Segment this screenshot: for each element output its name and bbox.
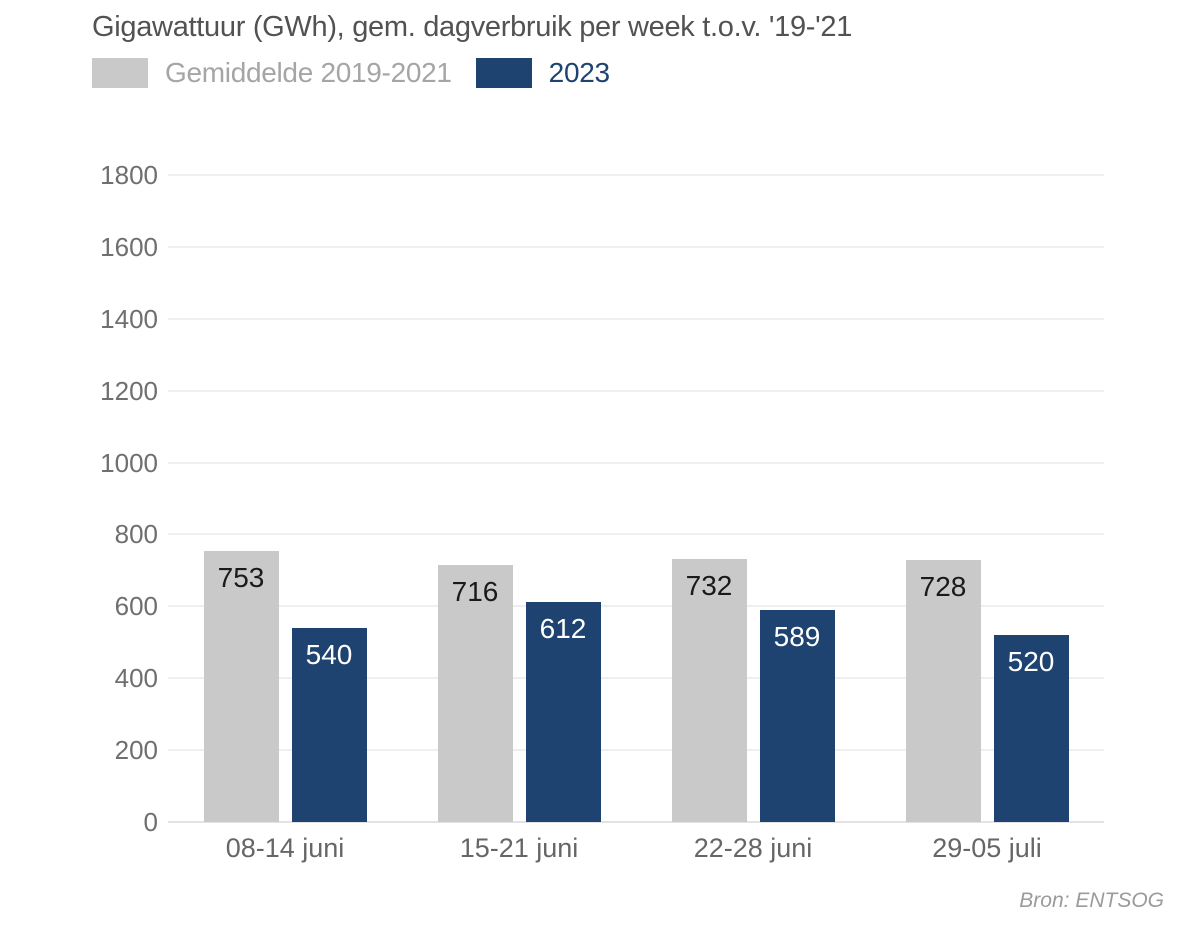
gridline (168, 389, 1104, 392)
gridline (168, 533, 1104, 536)
y-tick-label: 600 (114, 591, 158, 622)
x-tick-label: 22-28 juni (693, 833, 813, 863)
bar-value-label: 732 (685, 569, 733, 601)
gridline (168, 245, 1104, 248)
bar-average: 732 (671, 558, 747, 822)
bar-value-label: 520 (1007, 646, 1055, 678)
bar-value-label: 589 (773, 621, 821, 653)
x-tick-label: 29-05 juli (932, 833, 1042, 863)
y-tick-label: 1400 (100, 303, 158, 334)
bar-average: 716 (437, 564, 513, 822)
legend-label-average: Gemiddelde 2019-2021 (165, 57, 452, 88)
y-tick-label: 1000 (100, 447, 158, 478)
legend: Gemiddelde 2019-2021 2023 (92, 57, 610, 89)
y-tick-label: 1600 (100, 231, 158, 262)
x-tick-label: 08-14 juni (225, 833, 345, 863)
legend-item-average: Gemiddelde 2019-2021 (92, 57, 452, 89)
y-tick-label: 400 (114, 663, 158, 694)
bar-value-label: 540 (305, 638, 353, 670)
y-tick-label: 1800 (100, 160, 158, 190)
x-tick-label: 15-21 juni (459, 833, 579, 863)
gridline (168, 317, 1104, 320)
gridline (168, 605, 1104, 608)
legend-swatch-2023 (475, 58, 532, 88)
legend-item-2023: 2023 (475, 57, 610, 89)
legend-swatch-average (92, 58, 148, 88)
gridline (168, 677, 1104, 680)
bar-value-label: 716 (451, 575, 499, 607)
gridline (168, 461, 1104, 464)
source-credit: Bron: ENTSOG (1019, 889, 1164, 912)
bar-2023: 612 (525, 602, 601, 822)
bar-value-label: 612 (539, 613, 587, 645)
legend-label-2023: 2023 (548, 57, 610, 88)
bar-average: 753 (203, 551, 279, 822)
bar-2023: 589 (759, 610, 835, 822)
y-tick-label: 200 (114, 735, 158, 766)
y-tick-label: 800 (114, 519, 158, 550)
y-tick-label: 1200 (100, 375, 158, 406)
bar-average: 728 (905, 560, 981, 822)
bar-value-label: 728 (919, 571, 967, 603)
chart-title: Gigawattuur (GWh), gem. dagverbruik per … (92, 11, 853, 43)
gridline (168, 749, 1104, 752)
gridline (168, 821, 1104, 823)
bar-2023: 540 (291, 627, 367, 822)
gridline (168, 174, 1104, 176)
y-tick-label: 0 (143, 807, 158, 837)
bar-2023: 520 (993, 635, 1069, 822)
bar-value-label: 753 (217, 562, 265, 594)
